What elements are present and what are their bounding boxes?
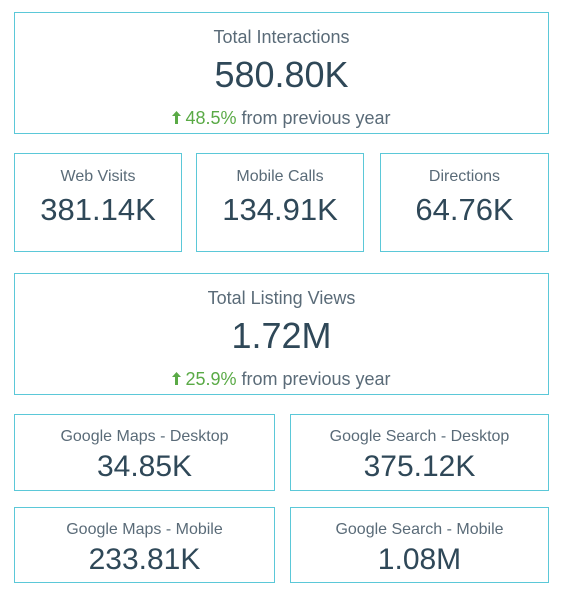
card-label: Mobile Calls: [236, 168, 324, 185]
change-percent: 25.9%: [185, 369, 237, 389]
card-value: 34.85K: [96, 450, 193, 483]
google-maps-desktop-card: Google Maps - Desktop 34.85K: [14, 414, 275, 491]
change-suffix: from previous year: [241, 108, 391, 128]
google-search-mobile-card: Google Search - Mobile 1.08M: [290, 507, 549, 583]
directions-card: Directions 64.76K: [380, 153, 549, 252]
change-percent: 48.5%: [185, 108, 237, 128]
card-label: Google Search - Desktop: [329, 428, 510, 445]
card-value: 233.81K: [88, 543, 201, 576]
web-visits-card: Web Visits 381.14K: [14, 153, 182, 252]
change-indicator: 25.9% from previous year: [15, 370, 548, 389]
up-arrow-icon: [172, 109, 182, 127]
card-label: Google Maps - Mobile: [66, 521, 223, 538]
card-value: 1.72M: [231, 315, 332, 356]
card-label: Total Interactions: [213, 27, 350, 47]
total-listing-views-card: Total Listing Views 1.72M 25.9% from pre…: [14, 273, 549, 395]
card-value: 580.80K: [214, 54, 349, 95]
card-value: 64.76K: [415, 192, 514, 227]
card-label: Google Maps - Desktop: [60, 428, 229, 445]
mobile-calls-card: Mobile Calls 134.91K: [196, 153, 364, 252]
card-label: Google Search - Mobile: [335, 521, 504, 538]
card-label: Web Visits: [60, 168, 136, 185]
card-value: 381.14K: [40, 192, 156, 227]
card-label: Total Listing Views: [207, 288, 356, 308]
change-indicator: 48.5% from previous year: [15, 109, 548, 128]
google-search-desktop-card: Google Search - Desktop 375.12K: [290, 414, 549, 491]
google-maps-mobile-card: Google Maps - Mobile 233.81K: [14, 507, 275, 583]
card-value: 1.08M: [377, 543, 462, 576]
up-arrow-icon: [172, 370, 182, 388]
card-label: Directions: [428, 168, 501, 185]
card-value: 134.91K: [222, 192, 338, 227]
card-value: 375.12K: [363, 450, 476, 483]
total-interactions-card: Total Interactions 580.80K 48.5% from pr…: [14, 12, 549, 134]
change-suffix: from previous year: [241, 369, 391, 389]
